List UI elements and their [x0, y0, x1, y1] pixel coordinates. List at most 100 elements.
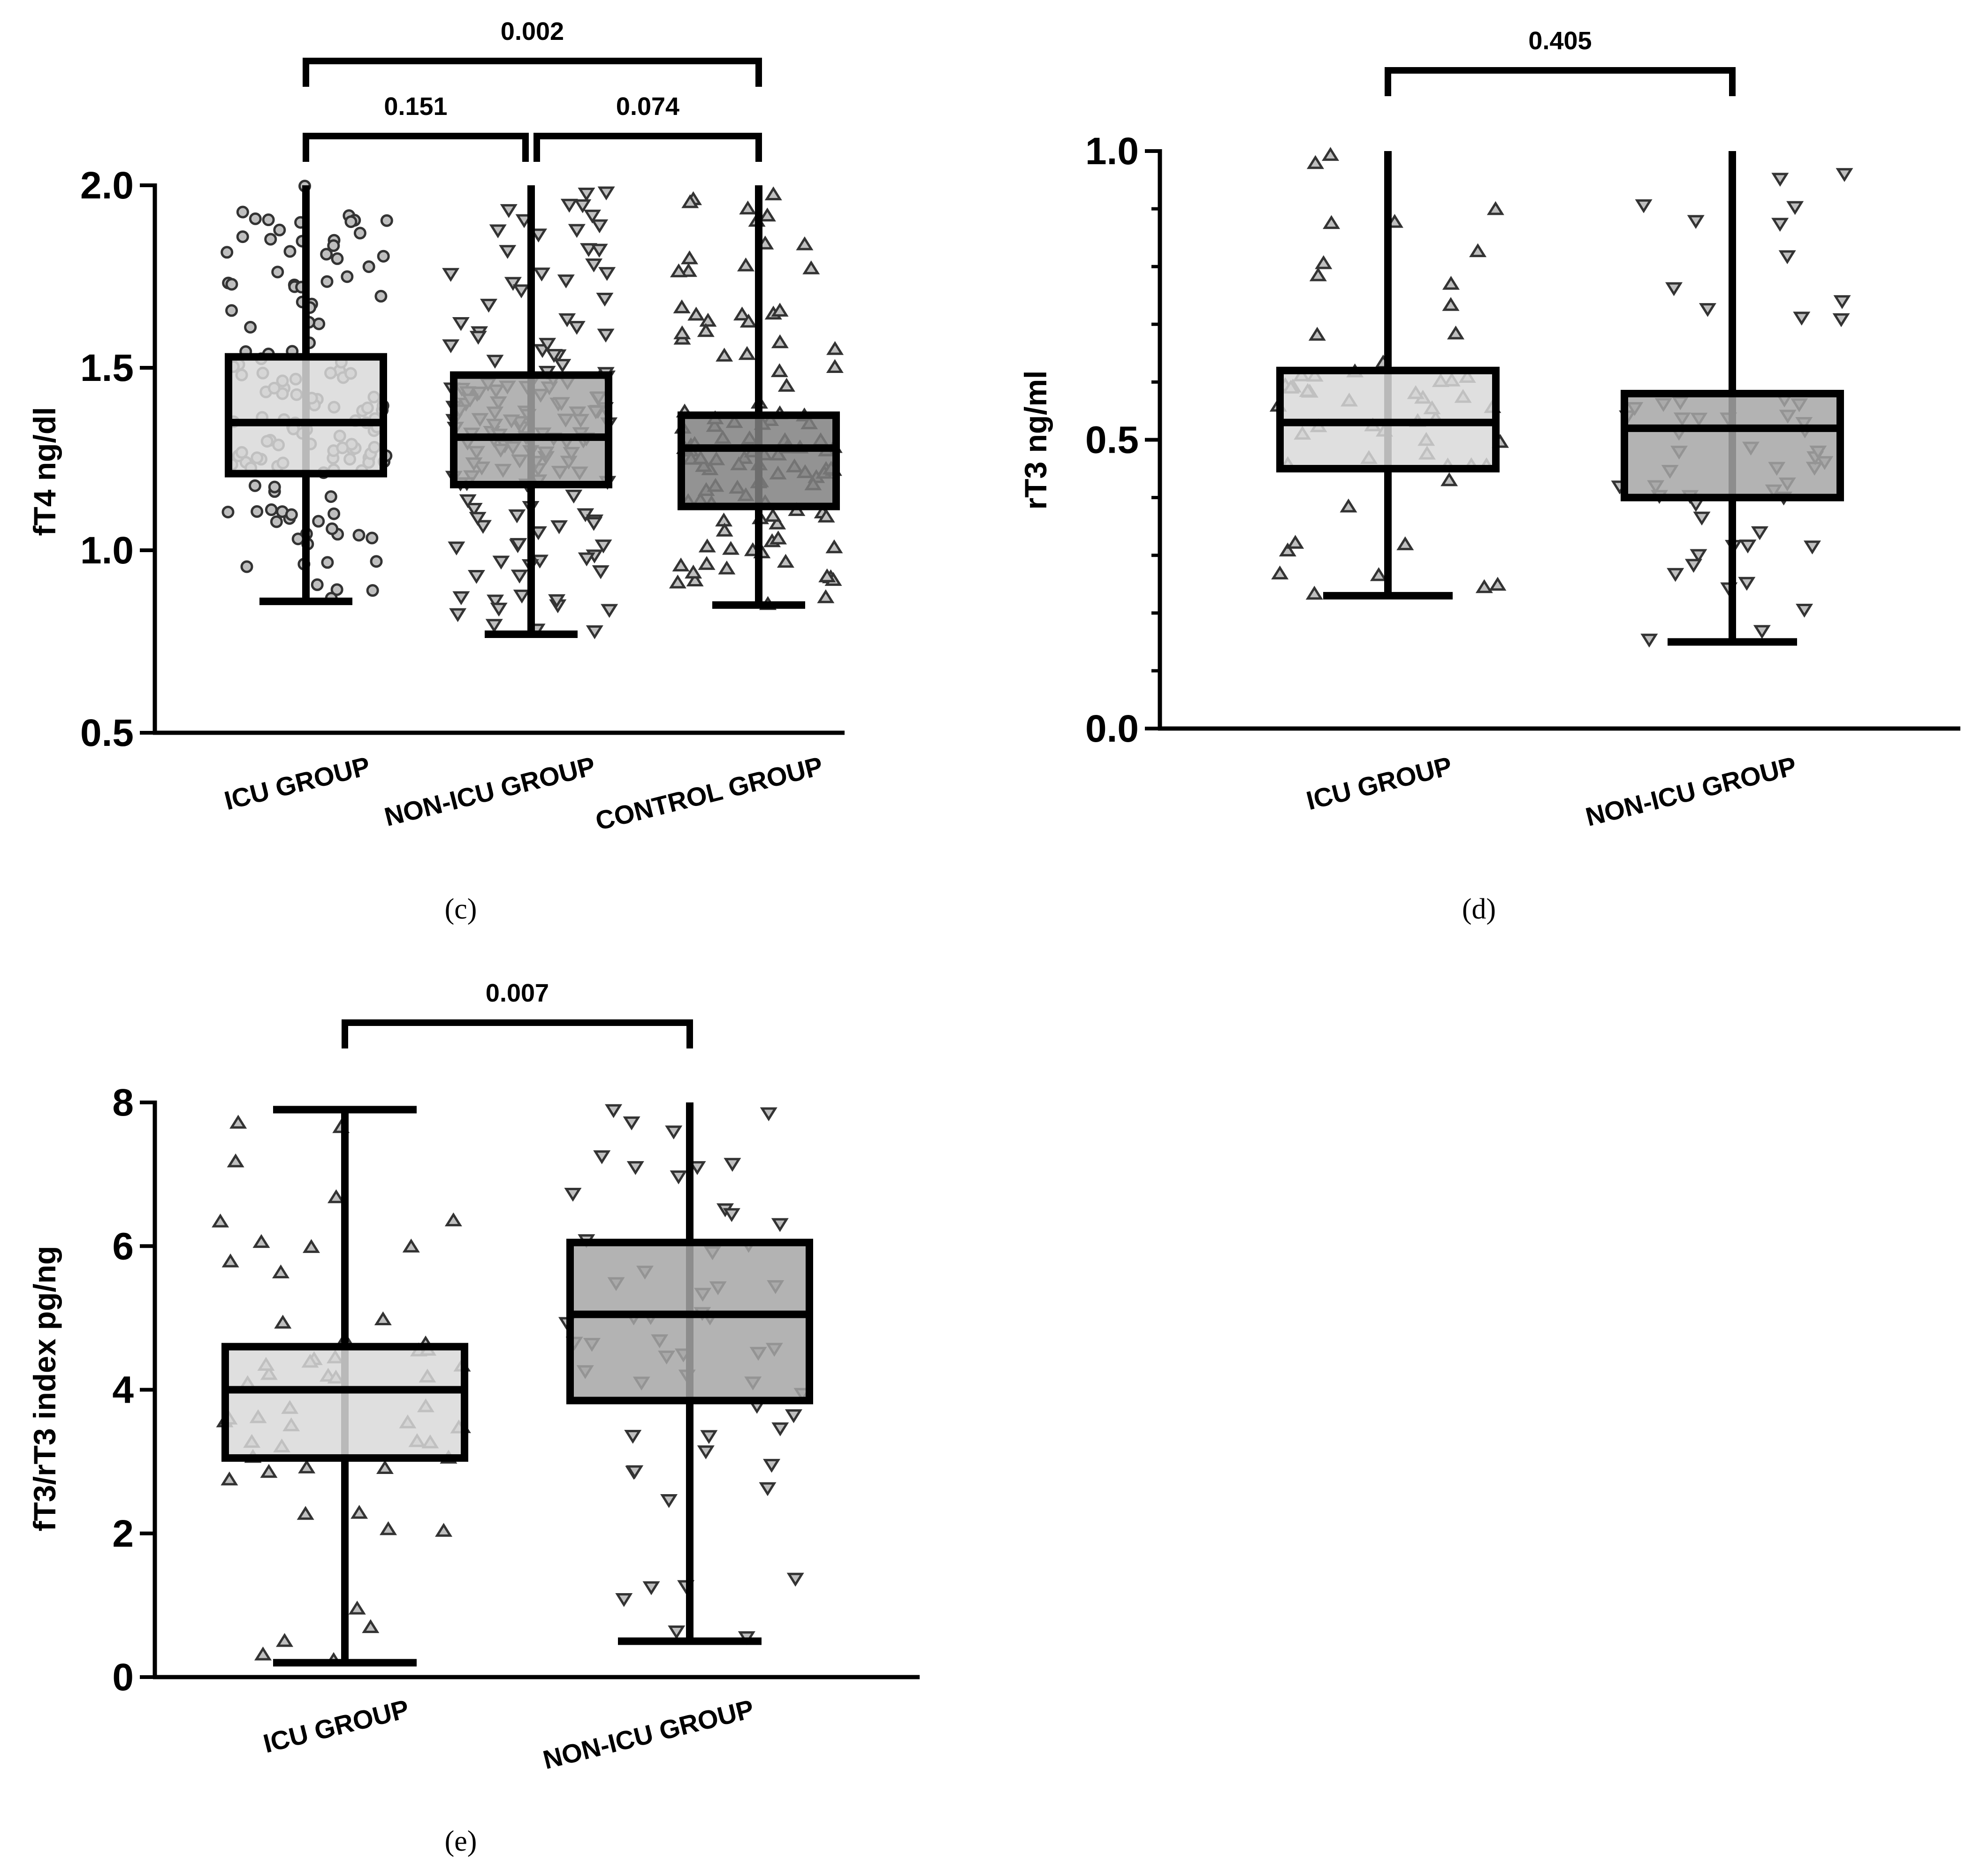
- data-point: [379, 1521, 397, 1535]
- data-point: [1315, 255, 1333, 269]
- data-point: [1271, 565, 1289, 580]
- data-point: [554, 359, 571, 373]
- data-point: [593, 1150, 611, 1164]
- data-point: [669, 574, 686, 589]
- y-tick-label: 1.0: [80, 529, 134, 572]
- y-tick-label: 8: [112, 1081, 134, 1124]
- data-point: [485, 619, 503, 633]
- data-point: [769, 515, 786, 530]
- data-point: [1640, 633, 1658, 648]
- data-point: [1340, 498, 1357, 513]
- data-point: [1771, 218, 1789, 232]
- category-label: NON-ICU GROUP: [381, 751, 598, 832]
- data-point: [321, 556, 334, 569]
- data-point: [1833, 295, 1851, 309]
- data-point: [1305, 585, 1323, 600]
- box-0: [212, 1106, 471, 1667]
- data-point: [225, 278, 238, 291]
- y-tick-label: 0.0: [1085, 707, 1139, 750]
- data-point: [320, 248, 333, 261]
- data-point: [499, 245, 517, 259]
- data-point: [229, 1115, 247, 1129]
- data-point: [560, 198, 578, 213]
- data-point: [490, 602, 508, 617]
- category-label: ICU GROUP: [221, 751, 373, 816]
- data-point: [1309, 267, 1327, 281]
- data-point: [1279, 542, 1296, 557]
- data-point: [366, 584, 379, 597]
- data-point: [1753, 625, 1771, 639]
- data-point: [500, 204, 518, 218]
- data-point: [350, 1504, 368, 1519]
- data-point: [452, 317, 470, 331]
- data-point: [465, 502, 483, 517]
- data-point: [442, 268, 460, 282]
- data-point: [601, 604, 618, 618]
- data-point: [480, 298, 498, 313]
- data-point: [474, 520, 492, 534]
- data-point: [251, 505, 264, 518]
- data-point: [227, 1153, 244, 1168]
- data-point: [330, 583, 343, 596]
- data-point: [326, 522, 339, 535]
- y-tick-label: 0.5: [80, 712, 134, 754]
- data-point: [344, 215, 358, 228]
- data-point: [697, 1445, 715, 1459]
- data-point: [826, 341, 844, 355]
- data-point: [591, 219, 609, 234]
- data-point: [276, 1633, 294, 1647]
- y-tick-label: 2.0: [80, 164, 134, 207]
- data-point: [435, 1523, 453, 1537]
- data-point: [598, 267, 616, 281]
- significance-bracket: [303, 133, 529, 162]
- data-point: [583, 209, 601, 224]
- data-point: [1440, 472, 1458, 486]
- data-point: [670, 263, 688, 278]
- data-point: [270, 515, 283, 528]
- data-point: [221, 505, 235, 518]
- data-point: [1475, 579, 1493, 593]
- data-point: [578, 188, 595, 202]
- significance-bracket: [1385, 67, 1736, 96]
- category-label: ICU GROUP: [260, 1694, 412, 1759]
- data-point: [449, 608, 467, 623]
- data-point: [737, 257, 754, 272]
- data-point: [771, 303, 789, 317]
- data-point: [786, 1572, 804, 1587]
- data-point: [283, 245, 297, 258]
- data-point: [759, 1482, 777, 1496]
- data-point: [818, 568, 836, 583]
- data-point: [550, 520, 568, 534]
- y-tick-label: 2: [112, 1512, 134, 1555]
- data-point: [681, 250, 699, 265]
- data-point: [1738, 577, 1756, 591]
- data-point: [679, 263, 697, 277]
- data-point: [1684, 559, 1702, 573]
- significance-bracket: [533, 133, 762, 162]
- data-point: [236, 230, 249, 243]
- data-point: [580, 243, 598, 257]
- data-point: [642, 1581, 660, 1595]
- data-point: [324, 490, 337, 503]
- data-point: [592, 565, 610, 579]
- data-point: [225, 304, 238, 317]
- panel-c: fT4 ng/dl (c) 0.5 1.0 1.5 2.0 ICU GROUP NON-I…: [27, 17, 845, 925]
- data-point: [760, 1107, 777, 1122]
- data-point: [699, 312, 717, 327]
- data-point: [574, 199, 592, 213]
- data-point: [739, 200, 757, 215]
- data-point: [376, 1460, 394, 1474]
- data-point: [285, 508, 298, 521]
- data-point: [341, 270, 354, 283]
- data-point: [448, 541, 465, 555]
- data-point: [698, 538, 716, 553]
- data-point: [272, 1264, 290, 1278]
- data-point: [260, 1464, 278, 1478]
- data-point: [716, 523, 733, 537]
- data-point: [1690, 549, 1707, 563]
- data-point: [268, 480, 281, 494]
- p-value-label: 0.405: [1528, 27, 1592, 55]
- data-point: [697, 323, 715, 337]
- data-point: [585, 517, 602, 531]
